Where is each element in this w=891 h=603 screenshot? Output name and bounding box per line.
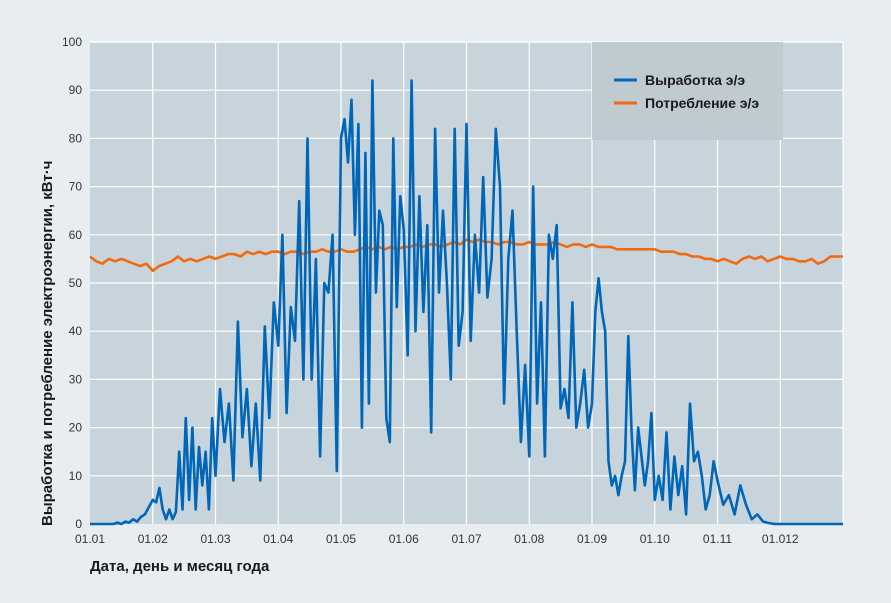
x-tick-label: 01.07 [451, 532, 481, 546]
y-tick-label: 40 [69, 324, 83, 338]
legend-label-consumption: Потребление э/э [645, 95, 759, 111]
x-tick-label: 01.04 [263, 532, 293, 546]
y-tick-label: 90 [69, 83, 83, 97]
gridlines [90, 41, 844, 524]
x-axis-label: Дата, день и месяц года [90, 558, 270, 575]
x-tick-label: 01.03 [200, 532, 230, 546]
y-tick-label: 20 [69, 421, 83, 435]
x-tick-label: 01.10 [640, 532, 670, 546]
x-tick-label: 01.09 [577, 532, 607, 546]
series-lines [89, 79, 843, 526]
y-tick-label: 30 [69, 372, 83, 386]
legend: Выработка э/э Потребление э/э [614, 72, 759, 111]
legend-label-generation: Выработка э/э [645, 72, 745, 88]
x-tick-label: 01.06 [389, 532, 419, 546]
x-tick-label: 01.01 [75, 532, 105, 546]
x-tick-label: 01.11 [703, 532, 732, 546]
y-tick-label: 50 [69, 276, 83, 290]
y-tick-label: 70 [69, 180, 83, 194]
y-axis-label: Выработка и потребление электроэнергии, … [39, 161, 56, 526]
y-tick-label: 100 [62, 35, 82, 49]
x-tick-label: 01.012 [762, 532, 799, 546]
x-tick-label: 01.08 [514, 532, 544, 546]
axis-ticks: 0 10 20 30 40 50 60 70 80 90 100 01.01 01.02 01.03 01.… [62, 35, 799, 546]
x-tick-label: 01.02 [138, 532, 168, 546]
generation-series-line [90, 79, 843, 526]
legend-box [592, 42, 783, 140]
y-tick-label: 0 [75, 517, 82, 531]
y-tick-label: 10 [69, 469, 83, 483]
consumption-series-line [89, 238, 843, 273]
x-tick-label: 01.05 [326, 532, 356, 546]
y-tick-label: 80 [69, 131, 83, 145]
y-tick-label: 60 [69, 228, 83, 242]
